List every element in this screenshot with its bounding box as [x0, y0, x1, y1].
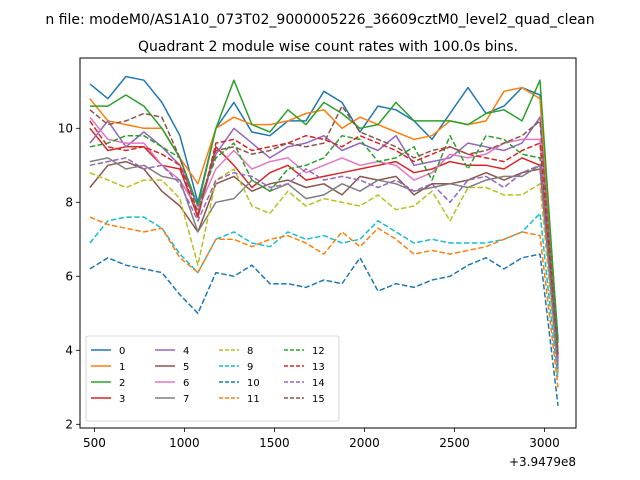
legend-label-7: 7 [183, 394, 189, 405]
legend-label-0: 0 [119, 346, 125, 357]
series-line-11 [89, 216, 559, 388]
y-axis: 2 4 6 8 10 [58, 121, 80, 431]
series-line-6 [89, 116, 559, 369]
y-tick-label: 10 [58, 121, 73, 135]
series-line-3 [89, 127, 559, 358]
legend-label-8: 8 [247, 346, 253, 357]
series-line-9 [89, 212, 559, 380]
legend-label-9: 9 [247, 362, 253, 373]
x-tick-label: 1500 [259, 436, 290, 450]
plot-frame [79, 57, 577, 429]
y-tick-label: 6 [65, 269, 73, 283]
legend-label-10: 10 [247, 378, 260, 389]
chart-suptitle: n file: modeM0/AS1A10_073T02_9000005226_… [45, 12, 594, 28]
y-tick-label: 8 [65, 195, 73, 209]
series-line-10 [89, 253, 559, 406]
legend-label-3: 3 [119, 394, 125, 405]
x-axis: 500 1000 1500 2000 2500 3000 [83, 428, 560, 450]
series-line-8 [89, 168, 559, 377]
x-tick-label: 2000 [349, 436, 380, 450]
series-line-0 [89, 75, 559, 340]
chart-title: Quadrant 2 module wise count rates with … [138, 39, 518, 55]
legend-label-6: 6 [183, 378, 189, 389]
y-tick-label: 2 [65, 417, 73, 431]
series-line-13 [89, 120, 559, 358]
x-tick-label: 500 [83, 436, 106, 450]
y-tick-label: 4 [65, 343, 73, 357]
legend-label-13: 13 [312, 362, 325, 373]
plot-lines [89, 75, 559, 406]
x-tick-label: 3000 [529, 436, 560, 450]
x-offset-label: +3.9479e8 [509, 455, 576, 469]
series-line-12 [89, 134, 559, 351]
series-line-14 [89, 157, 559, 369]
series-line-2 [89, 79, 559, 343]
legend-label-1: 1 [119, 362, 125, 373]
legend-label-12: 12 [312, 346, 325, 357]
legend-label-15: 15 [312, 394, 325, 405]
legend-label-2: 2 [119, 378, 125, 389]
x-tick-label: 2500 [439, 436, 470, 450]
legend-label-14: 14 [312, 378, 325, 389]
legend-frame [85, 335, 340, 422]
series-line-1 [89, 86, 559, 355]
series-line-15 [89, 105, 559, 355]
x-tick-label: 1000 [169, 436, 200, 450]
series-line-7 [89, 157, 559, 373]
legend-label-5: 5 [183, 362, 189, 373]
legend-label-11: 11 [247, 394, 260, 405]
series-line-5 [89, 160, 559, 366]
legend-label-4: 4 [183, 346, 189, 357]
